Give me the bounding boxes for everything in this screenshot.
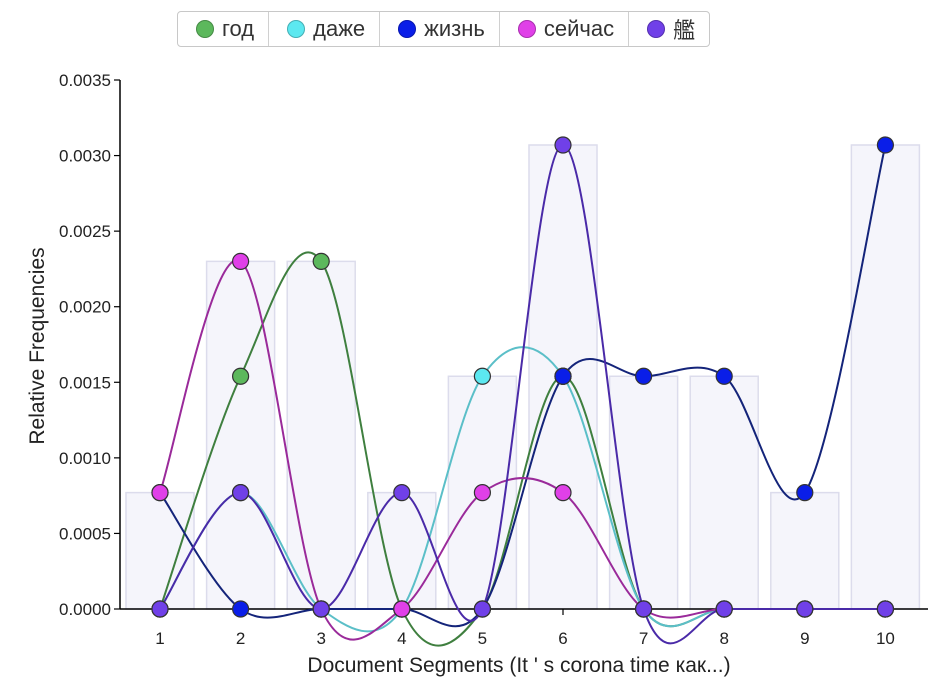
- x-tick-label: 10: [876, 629, 895, 648]
- data-point[interactable]: [393, 600, 411, 618]
- data-point[interactable]: [393, 484, 411, 502]
- legend: год даже жизнь сейчас 艦: [177, 11, 711, 47]
- y-tick-label: 0.0020: [59, 298, 111, 317]
- y-tick-label: 0.0030: [59, 147, 111, 166]
- data-point[interactable]: [232, 484, 250, 502]
- x-tick-label: 3: [316, 629, 325, 648]
- data-point[interactable]: [554, 484, 572, 502]
- data-point[interactable]: [473, 367, 491, 385]
- x-tick-label: 9: [800, 629, 809, 648]
- data-point[interactable]: [151, 600, 169, 618]
- data-point[interactable]: [232, 252, 250, 270]
- legend-item-seychas[interactable]: сейчас: [500, 12, 630, 46]
- data-point[interactable]: [473, 484, 491, 502]
- background-bar: [689, 375, 759, 610]
- data-point[interactable]: [151, 484, 169, 502]
- series-line: [159, 143, 886, 645]
- legend-swatch: [398, 20, 417, 38]
- x-tick-label: 2: [236, 629, 245, 648]
- background-bar: [608, 375, 679, 610]
- x-axis-title: Document Segments (It ' s corona time ка…: [307, 654, 730, 677]
- legend-swatch: [517, 20, 536, 38]
- legend-item-kan[interactable]: 艦: [629, 12, 709, 46]
- y-tick-label: 0.0035: [59, 71, 111, 90]
- x-tick-label: 6: [558, 629, 567, 648]
- data-point[interactable]: [473, 600, 491, 618]
- data-point[interactable]: [554, 136, 572, 154]
- y-tick-label: 0.0025: [59, 222, 111, 241]
- data-point[interactable]: [634, 600, 653, 618]
- data-point[interactable]: [312, 252, 330, 270]
- data-point[interactable]: [232, 367, 250, 385]
- legend-label: 艦: [673, 18, 696, 43]
- y-tick-label: 0.0000: [59, 600, 111, 619]
- legend-swatch: [196, 20, 214, 38]
- y-axis-title: Relative Frequencies: [26, 247, 49, 444]
- data-point[interactable]: [715, 367, 733, 385]
- legend-swatch: [647, 20, 666, 38]
- legend-item-zhizn[interactable]: жизнь: [380, 12, 500, 46]
- legend-label: жизнь: [424, 16, 485, 41]
- x-tick-label: 1: [155, 629, 164, 648]
- series-points: [151, 136, 895, 618]
- data-point[interactable]: [796, 484, 814, 502]
- legend-item-god[interactable]: год: [178, 12, 270, 46]
- data-point[interactable]: [876, 136, 895, 154]
- legend-item-dazhe[interactable]: даже: [269, 12, 381, 46]
- data-point[interactable]: [634, 367, 653, 385]
- background-bar: [850, 144, 921, 610]
- legend-label: год: [222, 16, 255, 41]
- y-tick-label: 0.0010: [59, 449, 111, 468]
- data-point[interactable]: [554, 367, 572, 385]
- data-point[interactable]: [876, 600, 895, 618]
- data-point[interactable]: [715, 600, 733, 618]
- x-tick-label: 7: [639, 629, 648, 648]
- legend-swatch: [287, 20, 306, 38]
- legend-label: даже: [313, 16, 366, 41]
- x-tick-label: 5: [478, 629, 487, 648]
- y-tick-label: 0.0015: [59, 373, 111, 392]
- x-tick-label: 8: [719, 629, 728, 648]
- y-tick-label: 0.0005: [59, 524, 111, 543]
- background-bar: [286, 260, 356, 610]
- background-bar: [125, 491, 195, 610]
- data-point[interactable]: [796, 600, 814, 618]
- legend-label: сейчас: [543, 16, 615, 41]
- background-bar: [770, 491, 840, 610]
- x-tick-label: 4: [397, 629, 406, 648]
- data-point[interactable]: [312, 600, 330, 618]
- data-point[interactable]: [232, 600, 250, 618]
